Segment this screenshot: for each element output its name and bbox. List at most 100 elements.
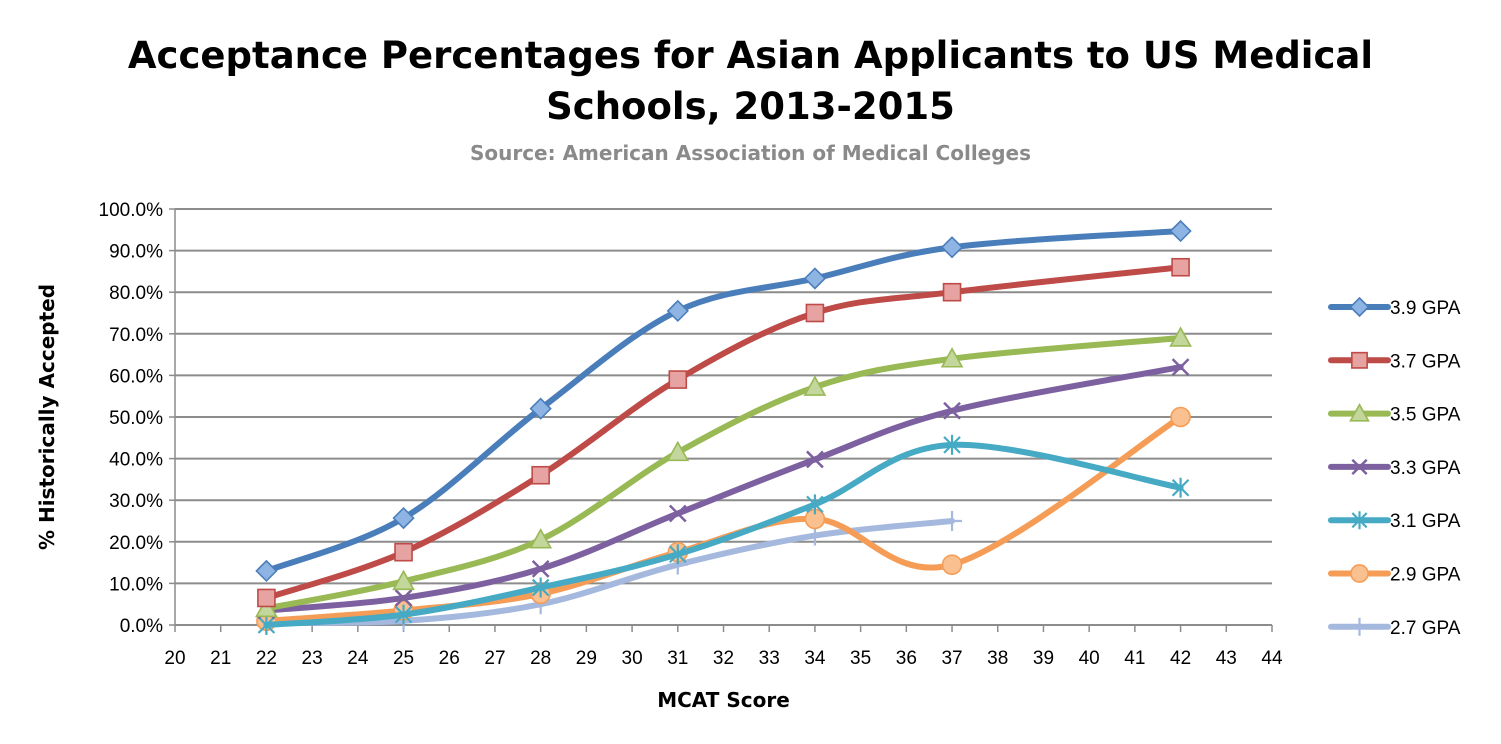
data-point-marker [666,299,689,323]
data-point-marker [392,506,415,530]
x-tick-label: 38 [987,648,1008,669]
series-line [263,334,1184,612]
data-point-marker [669,544,687,565]
x-tick-label: 20 [164,648,185,669]
legend-label: 2.7 GPA [1390,618,1461,639]
legend-marker [1350,564,1369,583]
y-tick-label: 70.0% [109,325,163,346]
data-point-marker [394,589,413,607]
data-point-marker [394,604,413,625]
y-tick-label: 60.0% [109,366,163,387]
x-tick-label: 25 [393,648,414,669]
x-tick-label: 34 [804,648,826,669]
x-tick-label: 24 [347,648,369,669]
data-point-marker [257,615,276,635]
legend-label: 3.7 GPA [1390,351,1461,372]
chart-title-line-2: Schools, 2013-2015 [546,85,955,128]
legend-label: 3.3 GPA [1390,458,1461,479]
data-point-marker [941,554,963,575]
data-point-marker [531,577,550,598]
y-tick-label: 0.0% [120,616,163,637]
x-tick-label: 41 [1124,648,1145,669]
x-tick-label: 40 [1079,648,1100,669]
data-point-marker [257,588,276,608]
legend-item: 3.7 GPA [1328,351,1461,372]
legend-marker [1349,402,1370,422]
y-tick-label: 20.0% [109,533,163,554]
y-tick-label: 10.0% [109,574,163,595]
legend-marker [1351,511,1368,530]
data-point-marker [529,528,553,549]
data-point-marker [1170,406,1191,428]
chart-title-line-1: Acceptance Percentages for Asian Applica… [127,34,1374,77]
legend-marker [1351,458,1368,475]
x-tick-label: 22 [256,648,277,669]
data-point-marker [806,450,824,469]
x-tick-label: 21 [210,648,231,669]
data-point-marker [940,347,964,368]
x-tick-label: 30 [622,648,643,669]
legend-item: 2.9 GPA [1328,564,1461,586]
legend-label: 3.5 GPA [1390,405,1461,426]
data-point-marker [1169,219,1192,243]
legend-item: 3.3 GPA [1328,458,1461,479]
legend-label: 3.9 GPA [1390,298,1461,319]
data-point-marker [666,440,690,462]
chart-title: Acceptance Percentages for Asian Applica… [0,30,1501,132]
data-point-marker [394,542,413,562]
y-tick-label: 100.0% [99,200,164,221]
x-axis-title: MCAT Score [657,688,790,712]
data-point-marker [255,596,278,618]
series-line [263,518,956,626]
data-point-marker [942,282,962,302]
chart-subtitle: Source: American Association of Medical … [469,141,1032,165]
y-axis-title: % Historically Accepted [35,284,59,550]
data-point-marker [803,375,827,396]
legend-marker [1351,351,1368,369]
x-tick-label: 31 [667,648,688,669]
x-tick-label: 26 [439,648,460,669]
data-point-marker [531,465,550,485]
x-tick-label: 39 [1033,648,1054,669]
series-33-gpa [257,358,1190,620]
x-tick-label: 23 [302,648,323,669]
y-tick-label: 30.0% [109,491,163,512]
data-point-marker [803,267,827,290]
data-point-marker [806,494,824,515]
data-point-marker [1171,477,1190,498]
x-tick-label: 37 [941,648,962,669]
x-tick-label: 29 [576,648,597,669]
data-point-marker [805,303,825,323]
x-tick-label: 33 [759,648,780,669]
x-tick-label: 28 [530,648,551,669]
data-point-marker [531,559,550,578]
data-point-marker [1171,257,1190,277]
data-point-marker [668,370,688,389]
data-point-marker [1169,326,1192,347]
x-tick-label: 27 [484,648,505,669]
x-tick-label: 35 [850,648,871,669]
legend-item: 2.7 GPA [1328,618,1461,639]
y-tick-label: 40.0% [109,450,163,471]
legend-label: 3.1 GPA [1390,511,1461,532]
data-point-marker [943,434,961,455]
y-tick-label: 80.0% [109,283,163,304]
series-31-gpa [257,434,1190,635]
series-39-gpa [255,219,1192,583]
data-point-marker [940,236,964,259]
legend-item: 3.9 GPA [1328,296,1461,319]
series-35-gpa [255,326,1192,618]
legend-item: 3.5 GPA [1328,402,1461,426]
data-point-marker [943,401,961,420]
data-point-marker [668,504,687,523]
data-point-marker [255,559,278,583]
series-37-gpa [257,257,1190,608]
legend-marker [1349,296,1370,318]
data-point-marker [1171,358,1190,376]
x-tick-label: 43 [1216,648,1237,669]
legend-label: 2.9 GPA [1390,565,1461,586]
data-point-marker [529,397,552,420]
data-point-marker [392,569,415,591]
x-tick-label: 32 [713,648,734,669]
